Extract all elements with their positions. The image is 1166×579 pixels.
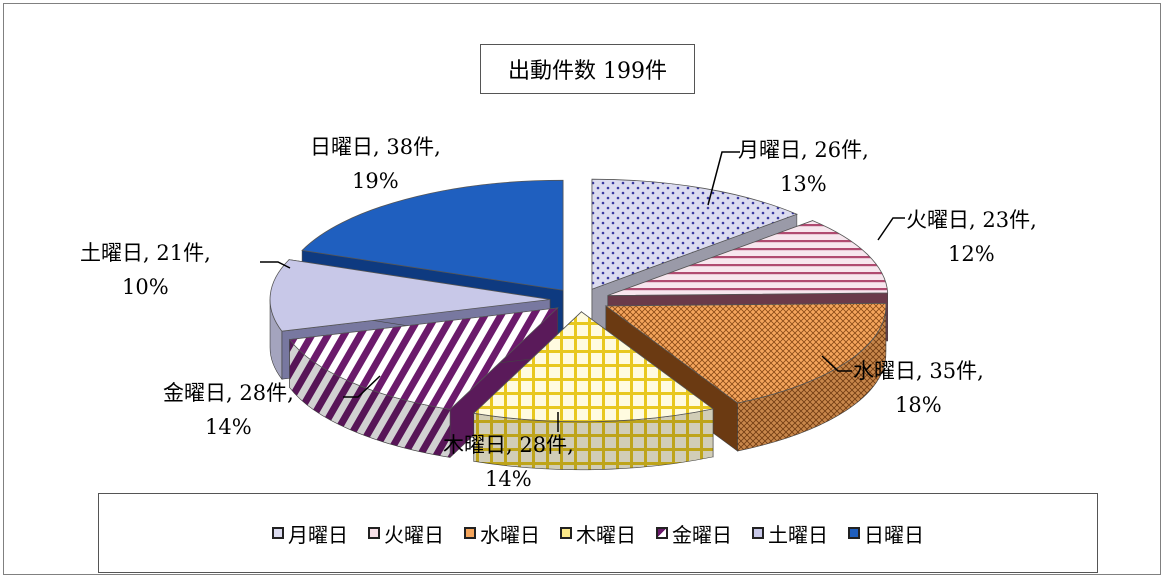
data-label-wed-text: 水曜日, 35件, xyxy=(853,359,984,383)
leader-line-tue xyxy=(877,217,905,241)
data-label-wed-pct: 18% xyxy=(895,393,942,417)
legend-item-fri: 金曜日 xyxy=(656,519,732,548)
slice-tue xyxy=(607,220,889,296)
leader-line-mon xyxy=(707,151,740,206)
data-label-mon-text: 月曜日, 26件, xyxy=(738,138,869,162)
leader-line-fri xyxy=(343,375,381,398)
legend-swatch-sat xyxy=(752,527,764,539)
legend: 月曜日 火曜日 水曜日 木曜日 金曜日 土曜日 日曜日 xyxy=(98,493,1098,573)
legend-label-fri: 金曜日 xyxy=(672,522,732,547)
slice-thu-side-shade xyxy=(473,408,714,470)
legend-item-sat: 土曜日 xyxy=(752,519,828,548)
legend-swatch-wed xyxy=(464,527,476,539)
leader-line-sat xyxy=(260,261,291,269)
data-label-sun-text: 日曜日, 38件, xyxy=(310,135,441,159)
data-label-sat-text: 土曜日, 21件, xyxy=(80,241,211,265)
data-label-fri: 金曜日, 28件, 14% xyxy=(163,376,294,444)
slice-wed xyxy=(604,302,887,404)
slice-mon xyxy=(591,178,798,290)
data-label-wed: 水曜日, 35件, 18% xyxy=(853,354,984,422)
slice-fri xyxy=(288,307,559,410)
data-label-tue: 火曜日, 23件, 12% xyxy=(906,203,1037,271)
data-label-mon-pct: 13% xyxy=(780,172,827,196)
slice-fri-side-shade xyxy=(289,339,451,458)
chart-title: 出動件数 199件 xyxy=(480,44,695,94)
data-label-thu-pct: 14% xyxy=(485,467,532,491)
slice-sun xyxy=(301,179,564,291)
data-label-fri-text: 金曜日, 28件, xyxy=(163,381,294,405)
slice-wed-side-shade xyxy=(737,305,886,452)
slice-sat-side-shade xyxy=(270,299,282,380)
leader-line-wed xyxy=(821,355,852,372)
legend-item-sun: 日曜日 xyxy=(848,519,924,548)
data-label-thu-text: 木曜日, 28件, xyxy=(443,433,574,457)
data-label-tue-pct: 12% xyxy=(948,242,995,266)
legend-item-thu: 木曜日 xyxy=(560,519,636,548)
legend-label-sun: 日曜日 xyxy=(864,522,924,547)
legend-item-mon: 月曜日 xyxy=(272,519,348,548)
data-label-sun-pct: 19% xyxy=(352,169,399,193)
legend-label-sat: 土曜日 xyxy=(768,522,828,547)
legend-item-wed: 水曜日 xyxy=(464,519,540,548)
data-label-sat-pct: 10% xyxy=(122,275,169,299)
legend-item-tue: 火曜日 xyxy=(368,519,444,548)
chart-frame xyxy=(3,3,1161,575)
legend-swatch-fri xyxy=(656,527,668,539)
legend-label-wed: 水曜日 xyxy=(480,522,540,547)
slice-thu xyxy=(472,311,715,423)
legend-label-tue: 火曜日 xyxy=(384,522,444,547)
legend-swatch-mon xyxy=(272,527,284,539)
data-label-thu: 木曜日, 28件, 14% xyxy=(443,428,574,496)
data-label-fri-pct: 14% xyxy=(205,415,252,439)
legend-label-thu: 木曜日 xyxy=(576,522,636,547)
legend-swatch-sun xyxy=(848,527,860,539)
legend-swatch-thu xyxy=(560,527,572,539)
data-label-sat: 土曜日, 21件, 10% xyxy=(80,236,211,304)
data-label-sun: 日曜日, 38件, 19% xyxy=(310,130,441,198)
legend-swatch-tue xyxy=(368,527,380,539)
legend-label-mon: 月曜日 xyxy=(288,522,348,547)
data-label-mon: 月曜日, 26件, 13% xyxy=(738,133,869,201)
data-label-tue-text: 火曜日, 23件, xyxy=(906,208,1037,232)
